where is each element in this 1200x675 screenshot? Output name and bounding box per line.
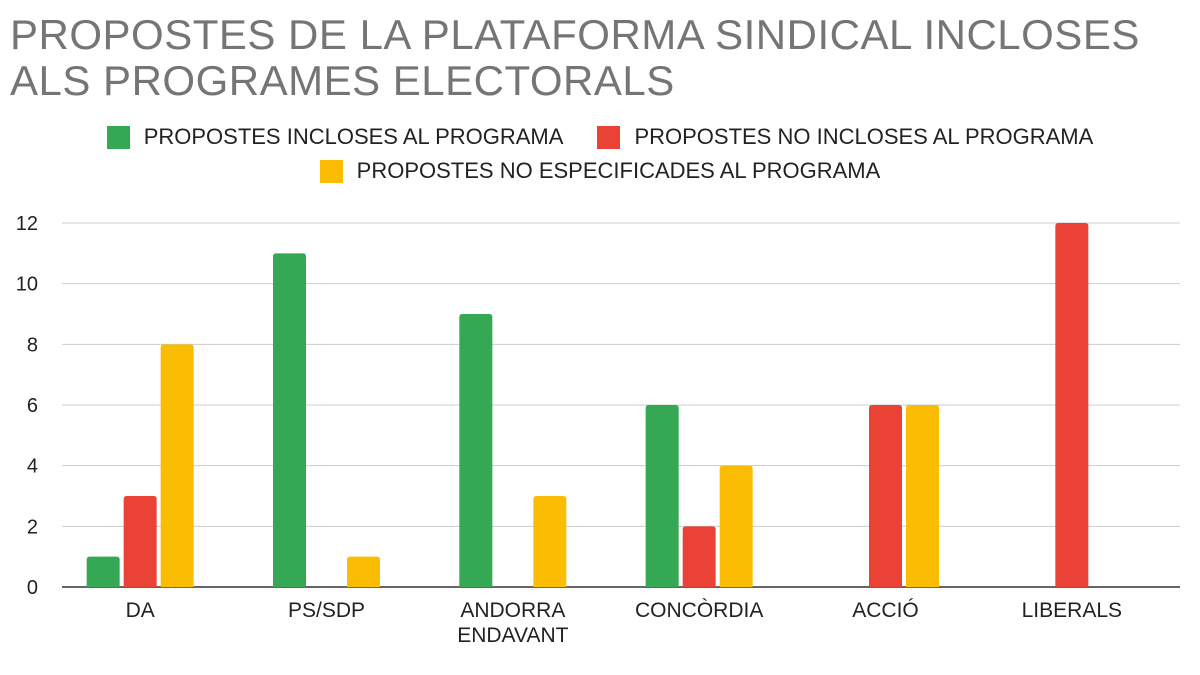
x-category-label-4: ACCIÓ (852, 599, 919, 622)
legend-swatch-not-included (597, 125, 621, 149)
y-tick-label-8: 8 (27, 334, 38, 356)
bar-1-0 (273, 253, 306, 588)
chart-title-line-1: PROPOSTES DE LA PLATAFORMA SINDICAL INCL… (10, 11, 1140, 58)
legend-swatch-included (106, 125, 130, 149)
bar-4-2 (906, 405, 939, 587)
x-category-label-1: PS/SDP (288, 599, 365, 622)
legend-item-unspecified[interactable]: PROPOSTES NO ESPECIFICADES AL PROGRAMA (319, 158, 881, 184)
y-tick-label-0: 0 (27, 577, 38, 599)
legend-label-included: PROPOSTES INCLOSES AL PROGRAMA (143, 124, 564, 149)
y-tick-label-12: 12 (16, 213, 38, 235)
bar-3-1 (682, 526, 716, 587)
legend-swatch-unspecified (319, 159, 343, 183)
chart-title-line-2: ALS PROGRAMES ELECTORALS (10, 57, 675, 104)
legend-item-not-included[interactable]: PROPOSTES NO INCLOSES AL PROGRAMA (597, 124, 1093, 150)
x-category-label-3: CONCÒRDIA (635, 599, 763, 622)
x-category-label-2-0: ANDORRA (460, 599, 565, 622)
x-category-label-5: LIBERALS (1022, 599, 1122, 622)
bar-2-2 (533, 496, 567, 587)
legend-item-included[interactable]: PROPOSTES INCLOSES AL PROGRAMA (106, 124, 564, 150)
x-category-label-0: DA (126, 599, 155, 622)
legend-label-unspecified: PROPOSTES NO ESPECIFICADES AL PROGRAMA (356, 158, 881, 183)
bar-5-1 (1055, 223, 1089, 587)
x-category-label-2-1: ENDAVANT (457, 624, 568, 647)
bar-0-1 (123, 496, 157, 587)
bar-3-2 (719, 465, 753, 587)
y-tick-label-2: 2 (27, 516, 38, 538)
bar-3-0 (645, 405, 679, 587)
legend-row-2: PROPOSTES NO ESPECIFICADES AL PROGRAMA (0, 158, 1200, 184)
y-tick-label-6: 6 (27, 395, 38, 417)
bar-2-0 (459, 314, 493, 587)
bar-0-0 (86, 556, 120, 587)
legend-label-not-included: PROPOSTES NO INCLOSES AL PROGRAMA (634, 124, 1094, 149)
chart-title: PROPOSTES DE LA PLATAFORMA SINDICAL INCL… (10, 12, 1190, 104)
bar-1-2 (347, 556, 380, 587)
y-tick-label-4: 4 (27, 456, 38, 478)
y-tick-label-10: 10 (16, 274, 38, 296)
legend-row-1: PROPOSTES INCLOSES AL PROGRAMA PROPOSTES… (0, 124, 1200, 150)
bar-4-1 (869, 405, 902, 587)
bar-0-2 (160, 344, 194, 587)
